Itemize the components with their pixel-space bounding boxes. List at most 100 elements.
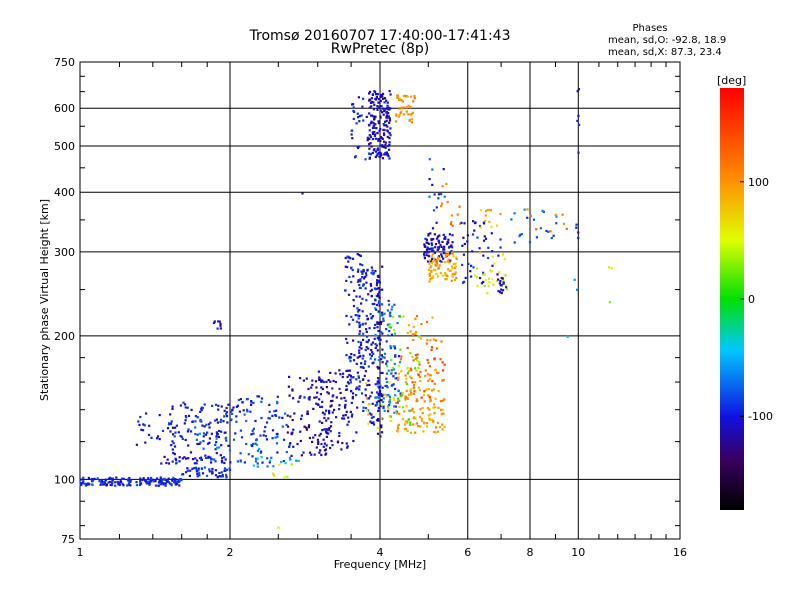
data-point	[472, 266, 475, 269]
data-point	[398, 97, 401, 100]
data-point	[283, 476, 286, 479]
data-point	[382, 123, 385, 126]
data-point	[351, 397, 354, 400]
data-point	[403, 113, 406, 116]
data-point	[498, 271, 501, 274]
data-point	[157, 484, 160, 487]
data-point	[576, 90, 579, 93]
data-point	[377, 409, 380, 412]
data-point	[386, 364, 389, 367]
data-point	[497, 290, 500, 293]
data-point	[372, 423, 376, 426]
data-point	[430, 346, 434, 349]
data-point	[385, 340, 388, 343]
data-point	[185, 471, 188, 474]
colorbar-tick-label: -100	[748, 410, 773, 423]
data-point	[377, 122, 380, 125]
data-point	[419, 337, 422, 340]
data-point	[370, 266, 373, 269]
data-point	[451, 252, 454, 255]
data-point	[247, 453, 250, 456]
data-point	[121, 477, 124, 480]
data-point	[357, 96, 360, 99]
data-point	[372, 108, 375, 111]
data-point	[219, 454, 222, 457]
data-point	[440, 260, 443, 263]
data-point	[415, 359, 418, 362]
data-point	[231, 408, 234, 411]
data-point	[383, 97, 386, 100]
data-point	[431, 316, 434, 319]
data-point	[376, 93, 379, 96]
data-point	[272, 474, 276, 477]
data-point	[381, 137, 384, 140]
data-point	[368, 106, 371, 109]
data-point	[156, 435, 160, 438]
data-point	[173, 453, 176, 456]
data-point	[371, 126, 375, 129]
data-point	[358, 351, 361, 354]
data-point	[562, 222, 565, 225]
data-point	[215, 431, 218, 434]
data-point	[351, 269, 354, 272]
data-point	[499, 213, 502, 216]
data-point	[433, 257, 436, 260]
data-point	[385, 119, 388, 122]
data-point	[529, 214, 532, 217]
data-point	[161, 429, 165, 432]
data-point	[362, 277, 366, 280]
data-point	[382, 107, 385, 110]
data-point	[428, 365, 432, 368]
data-point	[345, 388, 349, 391]
data-point	[319, 432, 322, 435]
data-point	[454, 271, 457, 274]
data-point	[291, 389, 294, 392]
data-point	[422, 394, 425, 397]
data-point	[325, 444, 328, 447]
data-point	[343, 396, 346, 399]
data-point	[392, 345, 395, 348]
data-point	[371, 138, 375, 141]
data-point	[105, 483, 108, 486]
data-point	[378, 98, 381, 101]
data-point	[354, 155, 357, 158]
data-point	[384, 120, 387, 123]
data-point	[438, 234, 441, 237]
data-point	[400, 106, 403, 110]
data-point	[367, 152, 371, 155]
data-point	[426, 260, 430, 263]
data-point	[479, 209, 482, 212]
data-point	[371, 93, 375, 96]
data-point	[363, 362, 366, 365]
data-point	[138, 483, 142, 487]
data-point	[431, 380, 434, 383]
data-point	[380, 320, 383, 324]
data-point	[374, 358, 377, 361]
data-point	[81, 481, 84, 484]
data-point	[308, 396, 311, 399]
data-point	[399, 111, 402, 114]
data-point	[373, 337, 376, 340]
data-point	[346, 375, 349, 378]
data-point	[356, 406, 359, 409]
data-point	[373, 326, 376, 330]
data-point	[430, 242, 433, 245]
data-point	[361, 276, 364, 279]
data-point	[380, 354, 383, 357]
data-point	[389, 311, 392, 314]
data-point	[217, 320, 220, 323]
data-point	[356, 112, 359, 115]
data-point	[539, 227, 542, 230]
data-point	[403, 410, 406, 413]
data-point	[491, 264, 494, 267]
data-point	[376, 326, 379, 329]
data-point	[400, 355, 403, 358]
data-point	[378, 342, 381, 346]
data-point	[216, 475, 220, 478]
data-point	[435, 206, 438, 209]
data-point	[219, 324, 222, 327]
data-point	[460, 221, 463, 224]
data-point	[325, 380, 328, 383]
data-point	[205, 423, 208, 426]
data-point	[453, 262, 457, 265]
